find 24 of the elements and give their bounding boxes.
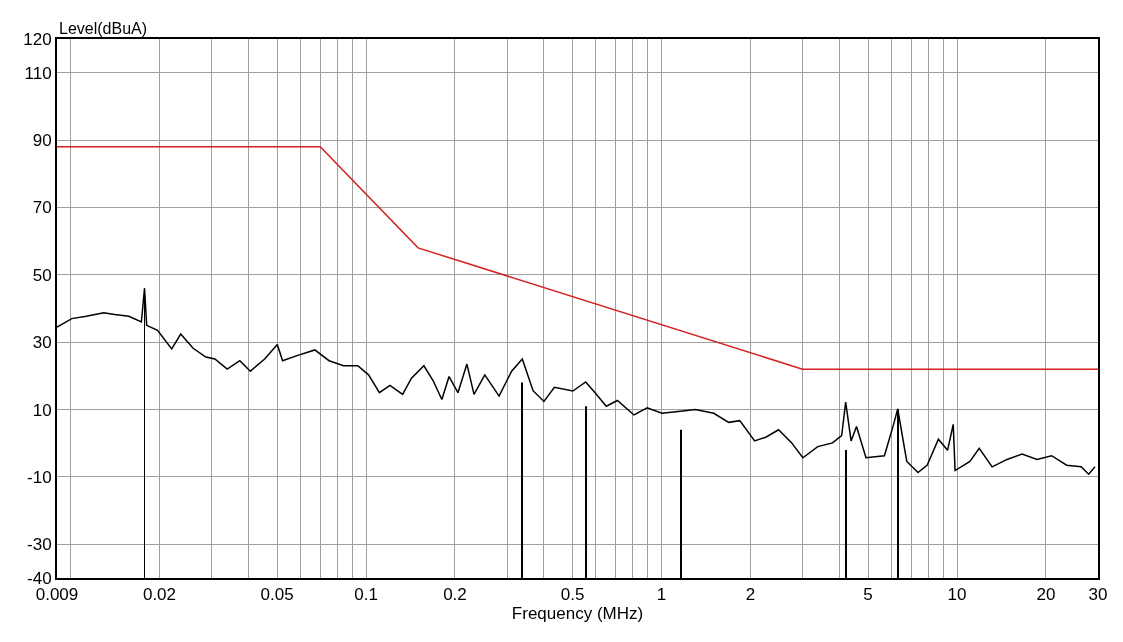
x-tick-label: 2 — [745, 585, 756, 605]
y-tick-label: 90 — [32, 131, 52, 151]
x-axis-title: Frequency (MHz) — [511, 604, 644, 624]
y-tick-label: -30 — [27, 535, 52, 555]
y-tick-label: -10 — [27, 467, 52, 487]
x-tick-label: 20 — [1036, 585, 1056, 605]
x-tick-label: 0.5 — [560, 585, 585, 605]
y-tick-label: 120 — [23, 29, 52, 49]
y-tick-label: 110 — [24, 63, 52, 83]
x-tick-label: 5 — [863, 585, 873, 605]
y-tick-label: 30 — [32, 333, 52, 353]
y-tick-label: 50 — [32, 265, 52, 285]
y-tick-label: 10 — [32, 400, 52, 420]
x-tick-label: 0.2 — [443, 585, 467, 605]
y-tick-label: 70 — [32, 198, 52, 218]
x-tick-label: 1 — [656, 585, 667, 605]
x-tick-label: 0.009 — [35, 585, 79, 605]
y-axis-title: Level(dBuA) — [59, 20, 148, 37]
x-tick-label: 0.1 — [354, 585, 378, 605]
x-tick-label: 0.02 — [142, 585, 177, 605]
x-tick-label: 10 — [947, 585, 967, 605]
x-tick-label: 0.05 — [260, 585, 294, 605]
y-tick-label: -40 — [27, 568, 52, 588]
x-tick-label: 30 — [1088, 585, 1108, 605]
